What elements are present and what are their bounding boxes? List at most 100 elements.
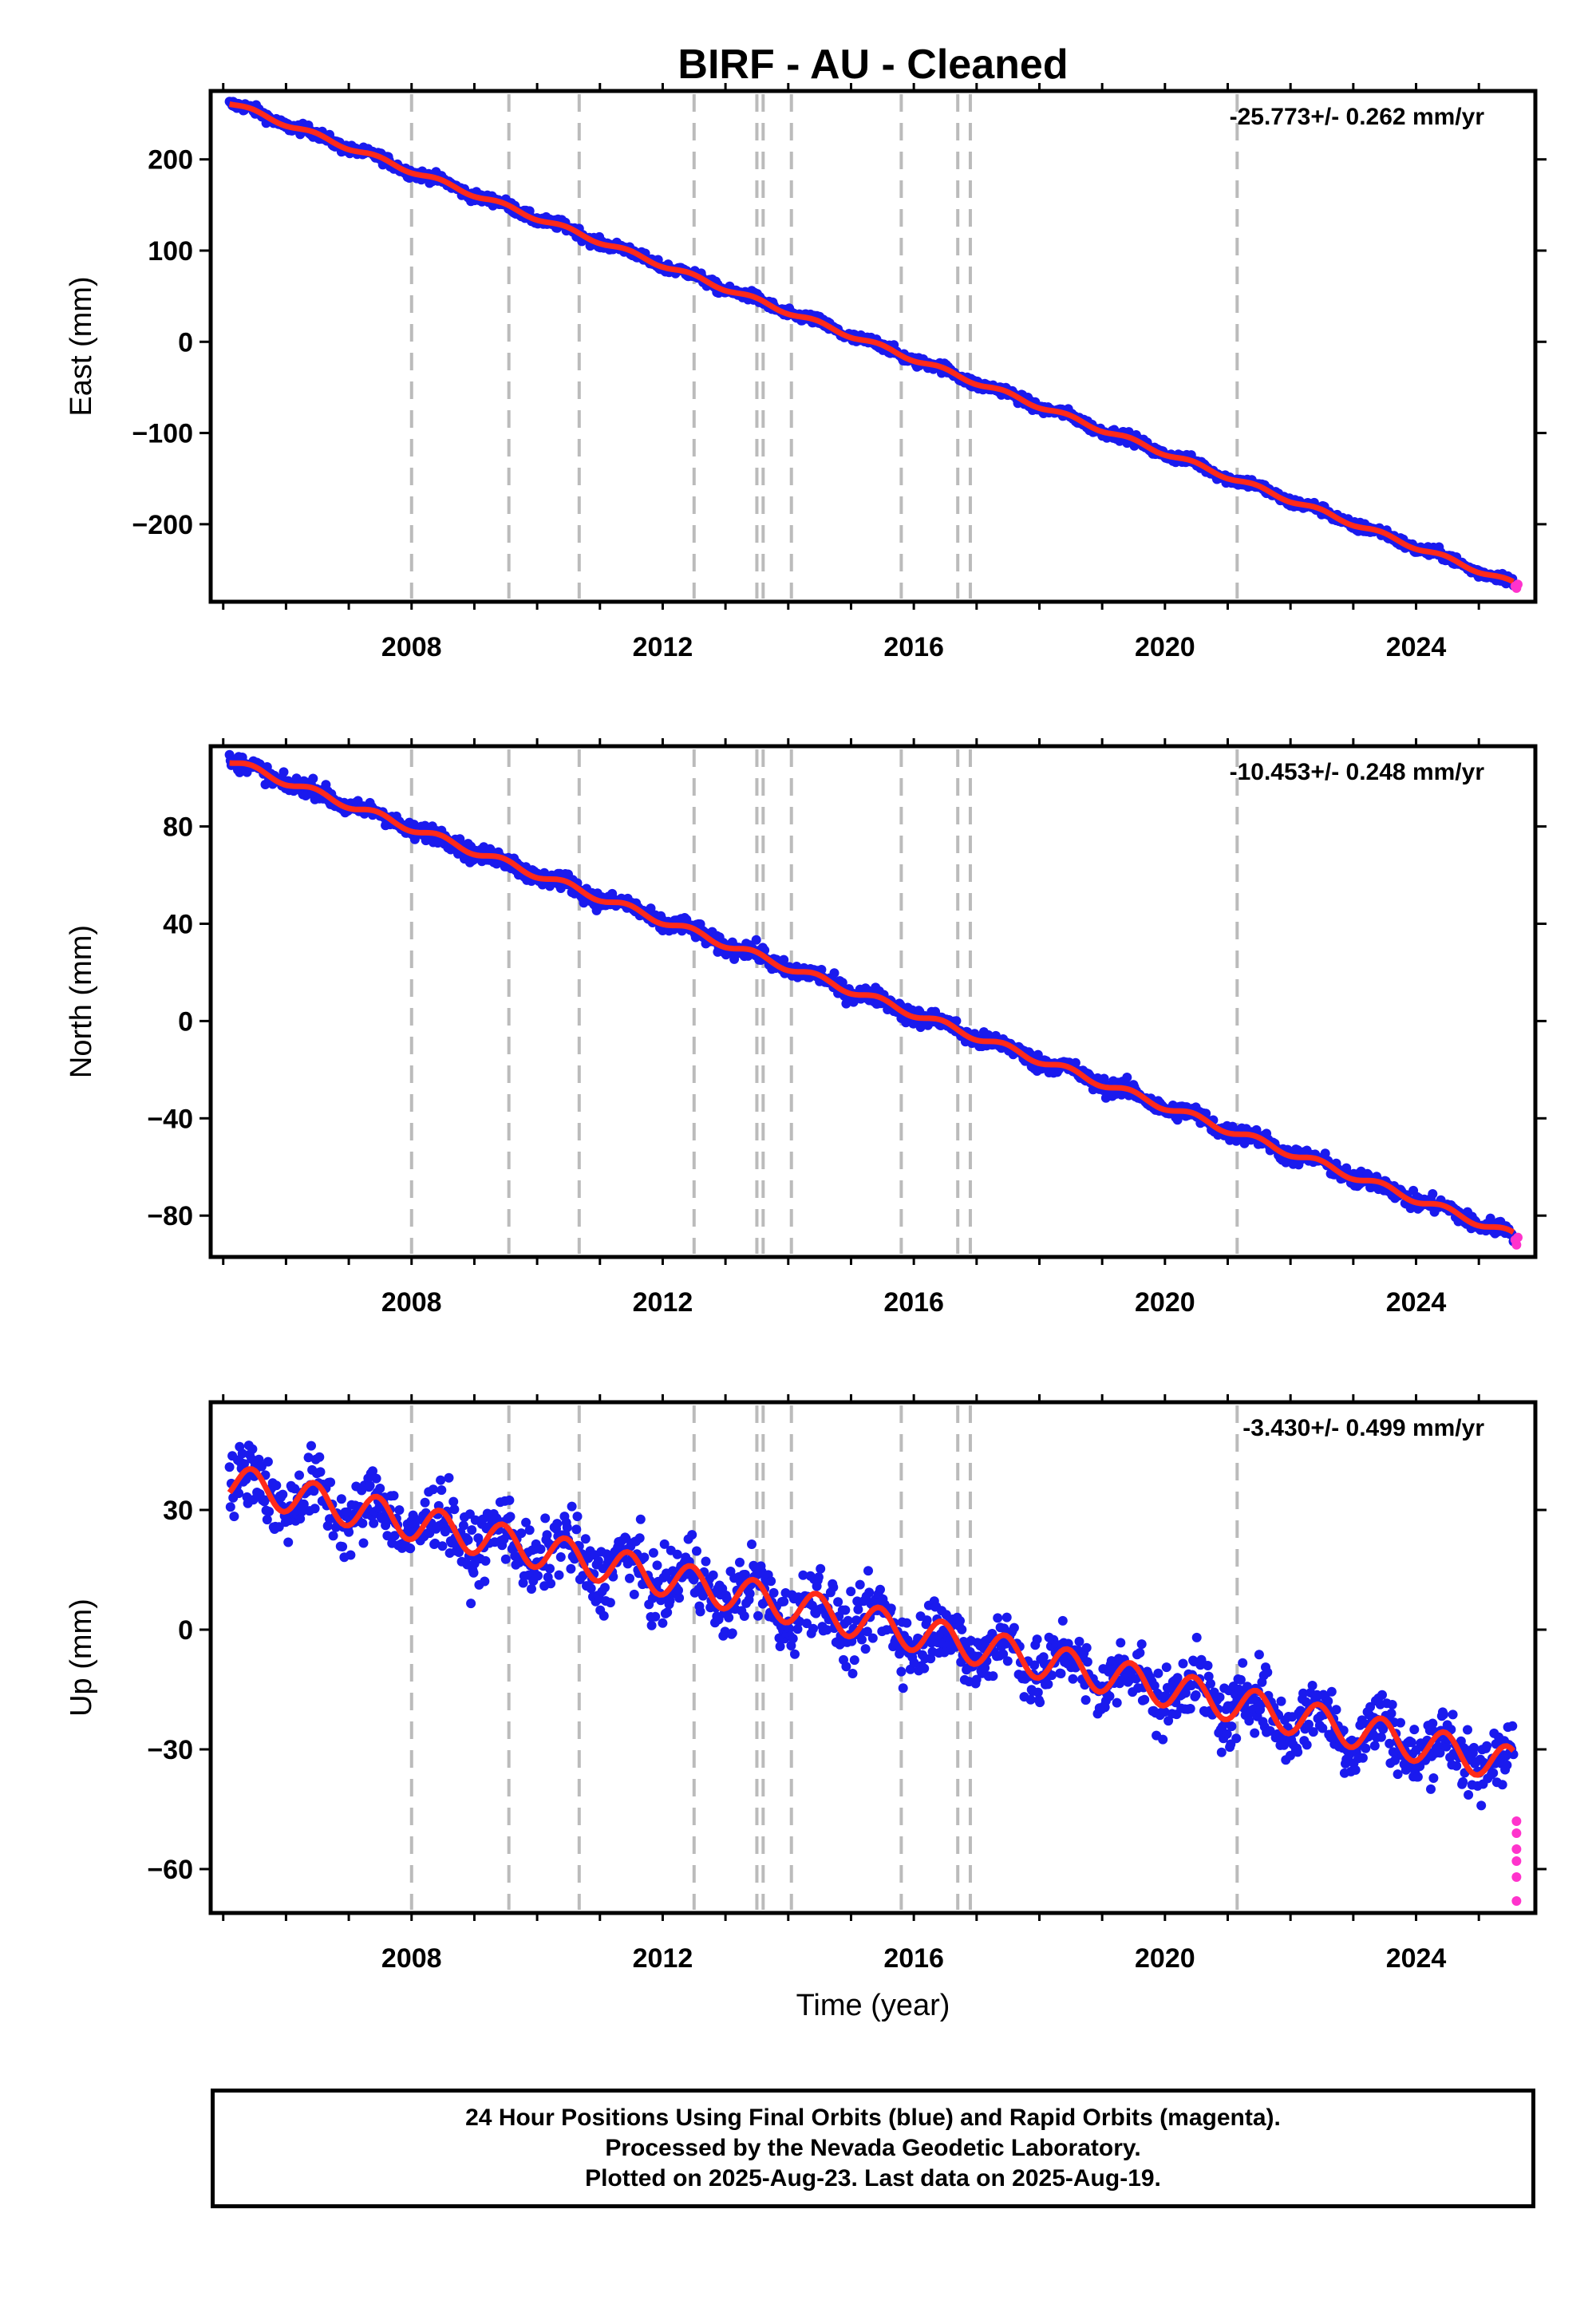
- up-final-point: [516, 1528, 527, 1539]
- up-rapid-point: [1511, 1816, 1522, 1826]
- north-final-point: [751, 935, 761, 945]
- up-final-point: [504, 1495, 515, 1505]
- north-final-point: [279, 767, 289, 777]
- up-final-point: [1080, 1695, 1091, 1705]
- up-final-point: [727, 1628, 737, 1638]
- up-final-point: [843, 1615, 853, 1626]
- north-final-point: [486, 845, 496, 856]
- up-final-point: [650, 1611, 661, 1622]
- up-final-point: [545, 1563, 555, 1574]
- up-final-point: [662, 1607, 673, 1618]
- up-final-point: [437, 1485, 447, 1496]
- up-final-point: [336, 1494, 346, 1504]
- up-final-point: [1254, 1650, 1264, 1660]
- up-final-point: [358, 1538, 369, 1548]
- up-final-point: [326, 1477, 336, 1488]
- up-x-ticks: 2008 2012 2016 2020 2024: [222, 1394, 1480, 1974]
- up-final-point: [1057, 1615, 1068, 1626]
- up-final-point: [1068, 1674, 1078, 1684]
- up-final-point: [1158, 1734, 1168, 1745]
- north-final-point: [779, 954, 789, 965]
- up-final-point: [1452, 1761, 1462, 1771]
- up-final-point: [1185, 1704, 1195, 1713]
- up-final-point: [735, 1557, 745, 1567]
- north-x-tick-label: 2012: [633, 1287, 693, 1318]
- up-final-point: [692, 1546, 701, 1556]
- up-final-point: [328, 1531, 338, 1541]
- up-final-point: [768, 1587, 779, 1598]
- up-final-point: [428, 1484, 438, 1495]
- up-rapid-point: [1511, 1896, 1522, 1906]
- up-final-point: [788, 1634, 798, 1644]
- up-rapid-point: [1511, 1828, 1522, 1838]
- north-x-tick-label: 2016: [883, 1287, 944, 1318]
- up-final-point: [247, 1444, 258, 1454]
- east-rapid-point: [1512, 579, 1523, 590]
- up-final-point: [1216, 1747, 1227, 1757]
- up-final-point: [1104, 1691, 1115, 1701]
- up-final-point: [639, 1552, 650, 1563]
- up-final-point: [658, 1618, 668, 1628]
- up-x-tick-label: 2024: [1386, 1943, 1447, 1974]
- up-x-tick-label: 2020: [1135, 1943, 1195, 1974]
- up-final-point: [598, 1611, 609, 1621]
- up-final-point: [1507, 1721, 1518, 1731]
- east-x-tick-label: 2020: [1135, 632, 1195, 662]
- up-final-point: [278, 1489, 288, 1500]
- up-final-point: [527, 1584, 536, 1594]
- up-final-point: [1357, 1753, 1368, 1763]
- up-final-point: [1112, 1697, 1122, 1708]
- up-final-point: [863, 1566, 873, 1576]
- up-final-point: [294, 1470, 304, 1480]
- up-rapid-point: [1511, 1844, 1522, 1854]
- east-frame: [208, 89, 1538, 604]
- up-final-point: [306, 1441, 316, 1451]
- up-final-point: [629, 1589, 639, 1599]
- up-final-point: [467, 1525, 477, 1535]
- up-final-point: [840, 1605, 851, 1615]
- up-final-point: [225, 1502, 235, 1512]
- north-event-lines: [409, 749, 1239, 1254]
- up-final-point: [779, 1596, 789, 1607]
- up-final-point: [468, 1567, 479, 1578]
- up-final-point: [1116, 1638, 1126, 1648]
- up-final-point: [555, 1552, 566, 1562]
- up-final-point: [1393, 1769, 1403, 1780]
- up-final-point: [648, 1547, 658, 1558]
- up-final-point: [263, 1456, 273, 1467]
- up-final-point: [394, 1505, 405, 1516]
- east-y-axis-label: East (mm): [65, 276, 98, 416]
- up-final-point: [875, 1584, 885, 1595]
- up-y-tick-label: 30: [163, 1496, 193, 1526]
- up-final-point: [1326, 1686, 1337, 1697]
- east-rate-label: -25.773+/- 0.262 mm/yr: [1230, 104, 1485, 130]
- up-panel: −60 −30 0 30 2008 2012 2016 2020 2024 -3.430+/-…: [65, 1394, 1547, 2022]
- up-final-point: [1331, 1705, 1341, 1715]
- up-final-point: [1439, 1709, 1449, 1720]
- up-final-point: [790, 1649, 800, 1659]
- up-final-point: [262, 1515, 272, 1525]
- up-final-point: [1002, 1656, 1013, 1666]
- up-final-point: [1035, 1697, 1045, 1708]
- up-final-point: [1153, 1668, 1163, 1678]
- up-final-point: [436, 1475, 446, 1485]
- up-final-point: [1386, 1709, 1396, 1718]
- up-final-point: [1482, 1741, 1492, 1751]
- up-final-point: [993, 1613, 1003, 1623]
- up-final-point: [1140, 1694, 1150, 1705]
- up-final-point: [1231, 1733, 1242, 1744]
- north-y-axis-label: North (mm): [65, 925, 98, 1078]
- up-final-point: [867, 1633, 878, 1643]
- up-final-point: [315, 1467, 326, 1477]
- north-y-tick-label: 40: [163, 909, 193, 939]
- east-x-tick-label: 2024: [1386, 632, 1447, 662]
- north-rate-label: -10.453+/- 0.248 mm/yr: [1230, 759, 1485, 785]
- up-final-point: [314, 1452, 325, 1462]
- up-final-point: [988, 1671, 998, 1682]
- up-final-point: [1307, 1681, 1317, 1690]
- up-final-point: [389, 1491, 399, 1501]
- up-final-point: [1428, 1718, 1438, 1729]
- up-final-point: [1227, 1721, 1237, 1732]
- up-final-point: [1458, 1777, 1468, 1787]
- up-final-point: [747, 1539, 757, 1549]
